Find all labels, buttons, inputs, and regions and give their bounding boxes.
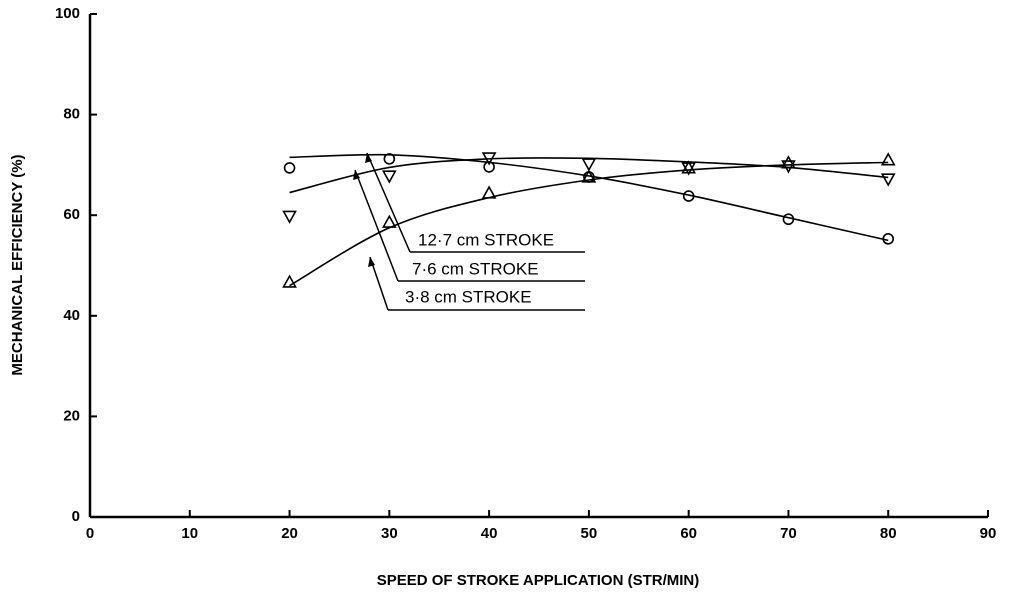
x-tick-label: 20 bbox=[281, 525, 298, 542]
x-tick-label: 50 bbox=[581, 525, 598, 542]
x-tick-label: 60 bbox=[680, 525, 697, 542]
data-point bbox=[481, 185, 497, 199]
x-tick-label: 30 bbox=[381, 525, 398, 542]
data-point bbox=[781, 160, 796, 174]
data-point bbox=[381, 170, 397, 184]
data-point bbox=[383, 153, 396, 165]
data-point bbox=[781, 155, 796, 169]
data-point bbox=[880, 173, 896, 187]
data-point bbox=[481, 152, 497, 166]
x-tick-label: 90 bbox=[980, 525, 997, 542]
data-point bbox=[581, 169, 597, 183]
data-point bbox=[880, 152, 896, 166]
annotation: 7·6 cm STROKE bbox=[412, 259, 539, 278]
annotation-leader bbox=[354, 169, 399, 282]
x-tick-label: 10 bbox=[181, 525, 198, 542]
y-tick-label: 0 bbox=[72, 508, 80, 525]
y-axis-label: MECHANICAL EFFICIENCY (%) bbox=[9, 154, 26, 375]
x-tick-label: 0 bbox=[86, 525, 94, 542]
fit-curve bbox=[289, 153, 889, 242]
data-point bbox=[381, 214, 397, 228]
annotation-arrowhead bbox=[368, 257, 375, 267]
x-axis-label: SPEED OF STROKE APPLICATION (STR/MIN) bbox=[377, 572, 700, 589]
data-point bbox=[283, 162, 296, 174]
annotation-arrowhead bbox=[365, 153, 372, 163]
y-tick-label: 100 bbox=[55, 5, 80, 22]
data-point bbox=[681, 160, 697, 174]
annotation: 3·8 cm STROKE bbox=[405, 287, 532, 306]
data-point bbox=[882, 233, 895, 245]
data-point bbox=[483, 161, 495, 173]
annotation: 12·7 cm STROKE bbox=[418, 230, 554, 249]
data-point bbox=[782, 213, 795, 226]
x-tick-label: 70 bbox=[780, 525, 797, 542]
data-point bbox=[282, 210, 297, 224]
y-tick-label: 80 bbox=[63, 106, 80, 123]
y-tick-label: 20 bbox=[63, 407, 80, 424]
data-point bbox=[682, 190, 695, 202]
data-point bbox=[581, 158, 597, 172]
annotation-leader bbox=[366, 152, 411, 253]
annotation-leader bbox=[369, 256, 389, 311]
y-tick-label: 60 bbox=[63, 206, 80, 223]
y-tick-label: 40 bbox=[63, 307, 80, 324]
x-tick-label: 40 bbox=[481, 525, 498, 542]
data-point bbox=[282, 274, 297, 288]
x-tick-label: 80 bbox=[880, 525, 897, 542]
annotation-arrowhead bbox=[353, 170, 360, 180]
